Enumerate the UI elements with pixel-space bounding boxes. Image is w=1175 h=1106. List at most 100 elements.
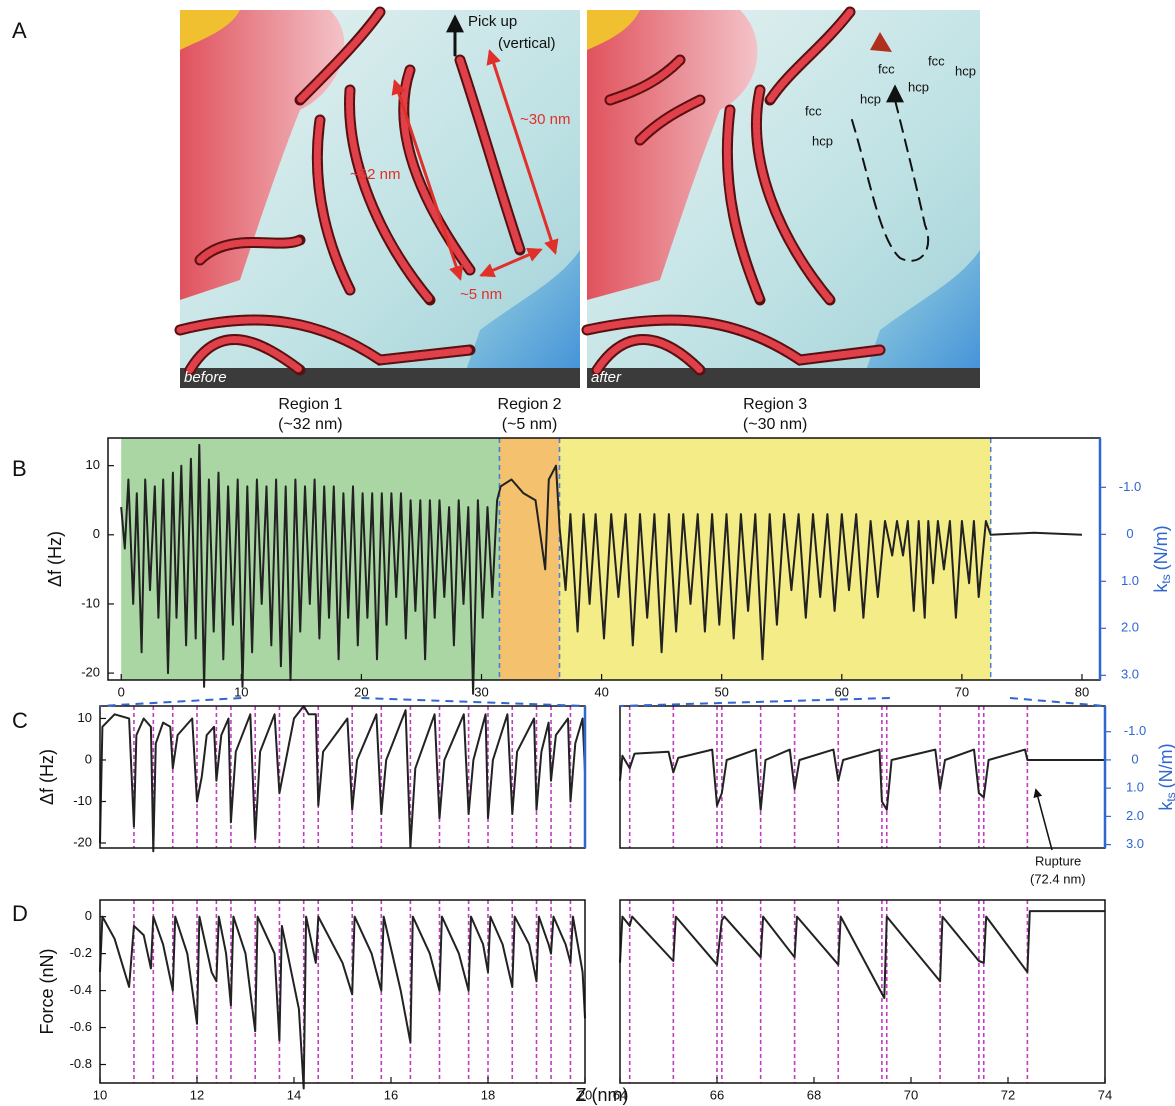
image-label: fcc [878,61,895,76]
y-tick-label: -0.6 [70,1019,92,1034]
y2-label-unit: (N/m) [1151,525,1171,570]
chart-panel: 10 0 -10 -20 [73,706,572,849]
y2-label-sub: ts [1159,574,1173,583]
y2-label-main: k [1151,583,1171,593]
data-line [99,915,586,1090]
y-axis-label: Force (nN) [37,948,57,1034]
y2-tick-label: 1.0 [1126,780,1144,795]
y2-tick-label: 0 [1126,526,1133,541]
region-span: (~32 nm) [278,416,342,433]
zoom-connector [619,697,890,707]
x-tick-label: 30 [474,684,488,699]
zoom-connector [99,697,242,707]
region-name: Region 2 [498,396,562,413]
annotation: (72.4 nm) [1030,871,1086,886]
panel-letter: C [12,708,28,733]
y-tick-label: 10 [86,457,100,472]
data-line [619,748,1105,811]
region-span: (~30 nm) [743,416,807,433]
y-tick-label: -0.2 [70,945,92,960]
image-label: hcp [812,133,833,148]
image-label: ~30 nm [520,111,570,128]
y-tick-label: -10 [81,595,100,610]
x-tick-label: 50 [714,684,728,699]
y-tick-label: -0.4 [70,982,92,997]
image-label: hcp [908,79,929,94]
y2-tick-label: -1.0 [1124,723,1146,738]
y2-tick-label: 2.0 [1126,808,1144,823]
x-tick-label: 72 [1001,1087,1015,1102]
image-label: (vertical) [498,35,556,52]
region-band [559,438,991,680]
image-label: ~32 nm [350,166,400,183]
x-tick-label: 10 [234,684,248,699]
x-axis-label: Z (nm) [576,1085,629,1105]
y2-axis-label: kts (N/m) [1156,743,1175,810]
panel-letter: B [12,456,27,481]
y-tick-label: 0 [93,526,100,541]
image-label: hcp [955,63,976,78]
image-caption: before [184,369,227,386]
image-label: ~5 nm [460,286,502,303]
image-before: Pick up (vertical) ~30 nm ~32 nm ~5 nm b… [174,6,580,388]
x-tick-label: 40 [594,684,608,699]
x-tick-label: 12 [190,1087,204,1102]
chart-panel: -1.0 0 1.0 2.0 3.0 [628,706,1146,851]
region-name: Region 1 [278,396,342,413]
chart-panel: 64 66 68 70 72 74 [613,900,1112,1102]
x-tick-label: 64 [613,1087,627,1102]
image-label: Pick up [468,13,517,30]
zoom-connector [361,697,586,707]
image-label: fcc [805,103,822,118]
image-caption: after [591,369,622,386]
y-tick-label: -0.8 [70,1056,92,1071]
y2-label-sub: ts [1164,792,1175,801]
annotation-arrow [1033,788,1053,851]
y2-tick-label: 1.0 [1121,573,1139,588]
x-tick-label: 0 [118,684,125,699]
y-tick-label: 0 [85,751,92,766]
x-tick-label: 66 [710,1087,724,1102]
image-after: fcc fcc fcc hcp hcp hcp hcp after [581,6,980,388]
x-tick-label: 20 [578,1087,592,1102]
y-tick-label: -20 [73,834,92,849]
x-tick-label: 80 [1075,684,1089,699]
x-tick-label: 70 [904,1087,918,1102]
panel-letter: D [12,901,28,926]
plot-frame [99,899,586,1084]
panel-letters: A B C D [12,18,28,926]
image-label: hcp [860,91,881,106]
y2-tick-label: 2.0 [1121,620,1139,635]
data-line [619,910,1105,999]
y-tick-label: -10 [73,793,92,808]
y2-axis-label: kts (N/m) [1151,525,1173,592]
y2-tick-label: 3.0 [1121,667,1139,682]
y-tick-label: -20 [81,665,100,680]
y-tick-label: 0 [85,908,92,923]
data-line [120,443,1083,695]
panel-letter: A [12,18,27,43]
x-tick-label: 60 [835,684,849,699]
x-tick-label: 70 [955,684,969,699]
plot-frame [619,899,1106,1084]
x-tick-label: 68 [807,1087,821,1102]
zoom-connector [1009,697,1106,707]
y-tick-label: 10 [78,710,92,725]
annotation: Rupture [1035,853,1081,868]
plot-frame [619,705,1106,849]
y2-label-main: k [1156,801,1175,811]
x-tick-label: 18 [481,1087,495,1102]
y2-tick-label: 3.0 [1126,836,1144,851]
y-axis-label: Δf (Hz) [37,749,57,805]
x-tick-label: 10 [93,1087,107,1102]
region-span: (~5 nm) [502,416,558,433]
image-label: fcc [928,53,945,68]
y2-tick-label: -1.0 [1119,479,1141,494]
y-axis-label: Δf (Hz) [45,531,65,587]
x-tick-label: 20 [354,684,368,699]
data-line [99,705,586,853]
x-tick-label: 74 [1098,1087,1112,1102]
x-tick-label: 16 [384,1087,398,1102]
region-name: Region 3 [743,396,807,413]
